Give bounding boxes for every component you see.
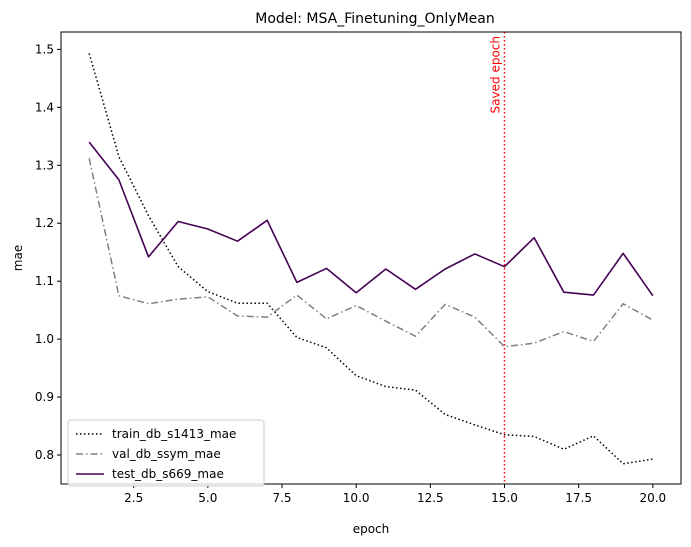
x-tick-label: 10.0 <box>343 491 370 505</box>
x-axis-label: epoch <box>353 522 390 536</box>
x-tick-label: 15.0 <box>491 491 518 505</box>
legend-label-train_db_s1413_mae: train_db_s1413_mae <box>112 427 236 441</box>
x-tick-label: 17.5 <box>565 491 592 505</box>
x-tick-label: 12.5 <box>417 491 444 505</box>
y-tick-label: 0.8 <box>35 448 54 462</box>
saved-epoch-label: Saved epoch <box>488 36 502 113</box>
x-axis-ticks: 2.5 5.0 7.5 10.0 12.5 15.0 17.5 20.0 <box>124 484 666 505</box>
saved-epoch-marker: Saved epoch <box>488 32 506 484</box>
legend: train_db_s1413_mae val_db_ssym_mae test_db… <box>67 419 265 487</box>
y-axis-ticks: 0.8 0.9 1.0 1.1 1.2 1.3 1.4 1.5 <box>35 42 61 462</box>
plot-lines <box>88 53 654 465</box>
x-tick-label: 20.0 <box>639 491 666 505</box>
y-tick-label: 1.1 <box>35 274 54 288</box>
series-line-train_db_s1413_mae <box>88 53 653 465</box>
y-tick-label: 0.9 <box>35 390 54 404</box>
plot-frame <box>60 31 682 485</box>
y-tick-label: 1.4 <box>35 100 54 114</box>
series-line-test_db_s669_mae <box>88 141 654 297</box>
legend-label-test_db_s669_mae: test_db_s669_mae <box>112 467 224 481</box>
legend-label-val_db_ssym_mae: val_db_ssym_mae <box>112 447 221 461</box>
x-tick-label: 5.0 <box>198 491 217 505</box>
legend-box <box>67 419 265 487</box>
series-line-val_db_ssym_mae <box>88 158 654 348</box>
x-tick-label: 2.5 <box>124 491 143 505</box>
y-tick-label: 1.5 <box>35 42 54 56</box>
chart-title: Model: MSA_Finetuning_OnlyMean <box>255 11 495 27</box>
y-tick-label: 1.0 <box>35 332 54 346</box>
y-tick-label: 1.3 <box>35 158 54 172</box>
y-tick-label: 1.2 <box>35 216 54 230</box>
x-tick-label: 7.5 <box>272 491 291 505</box>
y-axis-label: mae <box>11 245 25 271</box>
